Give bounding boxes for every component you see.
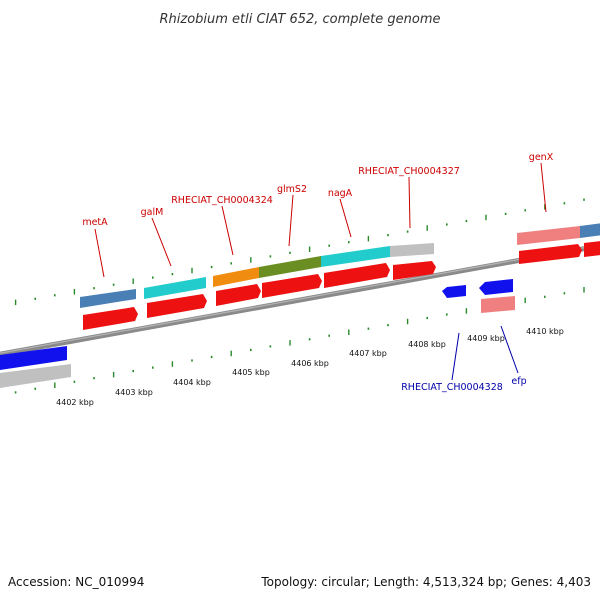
gene-label-RHECIAT_CH0004324[interactable]: RHECIAT_CH0004324 bbox=[171, 195, 273, 206]
next-gene-cds-arrow[interactable] bbox=[584, 240, 600, 257]
galM-leader bbox=[151, 217, 172, 267]
genome-summary-text: Topology: circular; Length: 4,513,324 bp… bbox=[260, 575, 591, 589]
scale-labels: 4402 kbp 4403 kbp 4404 kbp 4405 kbp 4406… bbox=[56, 327, 564, 407]
galM-cds-arrow[interactable] bbox=[147, 294, 207, 318]
galM-feature[interactable] bbox=[144, 277, 206, 299]
scale-label: 4404 kbp bbox=[173, 378, 211, 387]
genX-cds-arrow[interactable] bbox=[519, 244, 582, 264]
scale-label: 4410 kbp bbox=[526, 327, 564, 336]
efp-leader bbox=[500, 325, 519, 374]
reverse-strand-features bbox=[0, 279, 515, 388]
RHECIAT_CH0004327-leader bbox=[408, 176, 411, 229]
gene-label-RHECIAT_CH0004327[interactable]: RHECIAT_CH0004327 bbox=[358, 166, 460, 177]
genX-feature[interactable] bbox=[517, 226, 580, 245]
genX-leader bbox=[540, 162, 547, 213]
next-gene-feature[interactable] bbox=[580, 222, 600, 238]
left-reverse-feature[interactable] bbox=[0, 364, 71, 388]
gene-label-nagA[interactable]: nagA bbox=[328, 188, 353, 199]
accession-text: Accession: NC_010994 bbox=[8, 575, 144, 589]
outer-tick-track bbox=[14, 198, 585, 306]
nagA-leader bbox=[339, 198, 352, 238]
scale-label: 4405 kbp bbox=[232, 368, 270, 377]
gene-label-genX[interactable]: genX bbox=[529, 152, 554, 163]
reverse-gene-labels: RHECIAT_CH0004328 efp bbox=[401, 325, 527, 393]
gene-label-RHECIAT_CH0004328[interactable]: RHECIAT_CH0004328 bbox=[401, 382, 503, 393]
RHECIAT_CH0004324-cds-arrow[interactable] bbox=[216, 284, 261, 306]
metA-cds-arrow[interactable] bbox=[83, 307, 138, 330]
gene-label-efp[interactable]: efp bbox=[511, 376, 526, 387]
forward-feature-bars bbox=[80, 222, 600, 308]
forward-gene-labels: metA galM RHECIAT_CH0004324 glmS2 nagA R… bbox=[82, 152, 554, 278]
scale-label: 4409 kbp bbox=[467, 334, 505, 343]
RHECIAT_CH0004327-cds-arrow[interactable] bbox=[393, 261, 436, 280]
genome-backbone bbox=[0, 243, 600, 357]
RHECIAT_CH0004328-cds-arrow[interactable] bbox=[442, 285, 466, 298]
metA-leader bbox=[94, 228, 105, 278]
glmS2-leader bbox=[288, 194, 294, 247]
efp-feature[interactable] bbox=[481, 296, 515, 313]
RHECIAT_CH0004328-leader bbox=[451, 332, 460, 381]
nagA-feature[interactable] bbox=[321, 246, 390, 267]
metA-feature[interactable] bbox=[80, 289, 136, 308]
inner-tick-track bbox=[14, 287, 585, 394]
scale-label: 4403 kbp bbox=[115, 388, 153, 397]
efp-cds-arrow[interactable] bbox=[479, 279, 513, 295]
glmS2-feature[interactable] bbox=[259, 256, 321, 278]
gene-label-glmS2[interactable]: glmS2 bbox=[277, 184, 307, 195]
nagA-cds-arrow[interactable] bbox=[324, 263, 390, 288]
scale-label: 4406 kbp bbox=[291, 359, 329, 368]
RHECIAT_CH0004327-feature[interactable] bbox=[390, 243, 434, 257]
gene-label-metA[interactable]: metA bbox=[82, 217, 108, 228]
scale-label: 4408 kbp bbox=[408, 340, 446, 349]
scale-label: 4407 kbp bbox=[349, 349, 387, 358]
forward-cds-arrows bbox=[83, 240, 600, 330]
RHECIAT_CH0004324-leader bbox=[221, 205, 234, 256]
left-reverse-cds[interactable] bbox=[0, 346, 67, 370]
RHECIAT_CH0004324-feature[interactable] bbox=[213, 267, 259, 287]
backbone-highlight bbox=[0, 244, 600, 354]
gene-label-galM[interactable]: galM bbox=[141, 207, 164, 218]
scale-label: 4402 kbp bbox=[56, 398, 94, 407]
glmS2-cds-arrow[interactable] bbox=[262, 274, 322, 298]
map-title: Rhizobium etli CIAT 652, complete genome bbox=[160, 12, 441, 27]
